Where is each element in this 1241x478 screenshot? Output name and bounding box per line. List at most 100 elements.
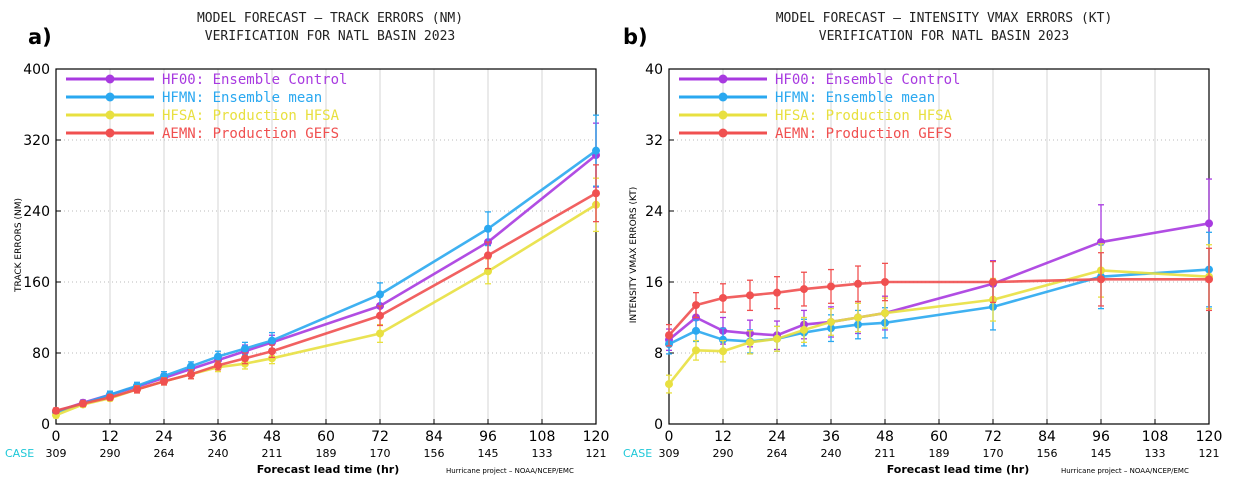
legend-swatch-marker — [718, 110, 728, 120]
case-count-label: 156 — [1037, 447, 1058, 460]
data-point — [1097, 275, 1105, 284]
legend-swatch-marker — [105, 110, 115, 120]
data-point — [800, 325, 808, 334]
y-tick-label: 24 — [645, 204, 663, 220]
data-point — [773, 334, 781, 343]
data-point — [268, 336, 276, 345]
case-count-label: 264 — [154, 447, 175, 460]
case-count-label: 121 — [1199, 447, 1220, 460]
legend-swatch-marker — [718, 74, 728, 84]
data-point — [719, 347, 727, 356]
plot-area: 0 309 12 290 24 264 36 240 48 211 60 189 72 170 84 156 9… — [23, 62, 609, 460]
case-count-label: 170 — [370, 447, 391, 460]
x-tick-label: 36 — [822, 429, 840, 445]
data-point — [484, 267, 492, 276]
data-point — [746, 291, 754, 300]
x-tick-label: 48 — [263, 429, 281, 445]
legend: HF00: Ensemble Control HFMN: Ensemble mea… — [66, 72, 347, 142]
legend-label: HFSA: Production HFSA — [162, 108, 340, 124]
case-count-label: 211 — [262, 447, 283, 460]
data-point — [268, 347, 276, 356]
data-point — [1205, 219, 1213, 228]
credit-text: Hurricane project – NOAA/NCEP/EMC — [1061, 467, 1189, 475]
y-tick-label: 240 — [23, 204, 50, 220]
y-tick-label: 0 — [41, 417, 50, 433]
data-point — [1205, 275, 1213, 284]
x-tick-label: 60 — [317, 429, 335, 445]
x-tick-label: 84 — [1038, 429, 1056, 445]
y-tick-label: 400 — [23, 62, 50, 78]
x-tick-label: 72 — [371, 429, 389, 445]
case-count-label: 264 — [767, 447, 788, 460]
series-line — [55, 192, 597, 412]
panel-letter: a) — [28, 25, 52, 49]
legend-label: HFMN: Ensemble mean — [775, 90, 935, 106]
y-tick-label: 0 — [654, 417, 663, 433]
data-point — [692, 326, 700, 335]
data-point — [268, 354, 276, 363]
series-line — [55, 149, 597, 414]
data-point — [881, 309, 889, 318]
y-tick-label: 80 — [32, 346, 50, 362]
legend-swatch-marker — [105, 92, 115, 102]
data-point — [854, 313, 862, 322]
legend-label: HF00: Ensemble Control — [162, 72, 347, 88]
case-count-label: 211 — [875, 447, 896, 460]
data-point — [989, 278, 997, 286]
data-point — [241, 354, 249, 363]
data-point — [52, 406, 60, 415]
legend-swatch-marker — [718, 128, 728, 138]
data-point — [484, 251, 492, 260]
data-point — [376, 290, 384, 299]
y-tick-label: 16 — [645, 275, 663, 291]
x-tick-label: 24 — [768, 429, 786, 445]
legend-label: HF00: Ensemble Control — [775, 72, 960, 88]
track-errors-chart: a) MODEL FORECAST – TRACK ERRORS (NM) VE… — [5, 11, 609, 476]
data-point — [214, 352, 222, 361]
data-point — [376, 329, 384, 338]
case-count-label: 189 — [316, 447, 337, 460]
y-tick-label: 8 — [654, 346, 663, 362]
series-3 — [665, 247, 1213, 347]
x-tick-label: 0 — [52, 429, 61, 445]
case-count-label: 240 — [208, 447, 229, 460]
data-point — [484, 224, 492, 233]
chart-subtitle: VERIFICATION FOR NATL BASIN 2023 — [205, 29, 455, 44]
y-axis-label: TRACK ERRORS (NM) — [14, 198, 24, 293]
x-axis-label: Forecast lead time (hr) — [257, 463, 400, 476]
x-tick-label: 24 — [155, 429, 173, 445]
case-count-label: 290 — [100, 447, 121, 460]
data-point — [827, 317, 835, 326]
legend-swatch-marker — [105, 128, 115, 138]
data-point — [187, 370, 195, 379]
legend-swatch-marker — [718, 92, 728, 102]
data-point — [746, 338, 754, 347]
data-point — [773, 288, 781, 297]
data-point — [827, 282, 835, 291]
case-label: CASE — [5, 447, 34, 460]
x-tick-label: 108 — [529, 429, 556, 445]
intensity-errors-panel: b) MODEL FORECAST – INTENSITY VMAX ERROR… — [620, 0, 1241, 478]
legend-label: HFSA: Production HFSA — [775, 108, 953, 124]
data-point — [665, 331, 673, 340]
x-tick-label: 48 — [876, 429, 894, 445]
case-count-label: 133 — [1145, 447, 1166, 460]
y-tick-label: 320 — [23, 133, 50, 149]
data-point — [665, 380, 673, 389]
data-point — [692, 346, 700, 355]
x-tick-label: 120 — [1196, 429, 1223, 445]
intensity-errors-chart: b) MODEL FORECAST – INTENSITY VMAX ERROR… — [623, 11, 1223, 476]
data-point — [133, 385, 141, 394]
data-point — [160, 377, 168, 386]
data-point — [692, 301, 700, 310]
data-point — [106, 393, 114, 402]
x-axis-label: Forecast lead time (hr) — [887, 463, 1030, 476]
x-tick-label: 12 — [101, 429, 119, 445]
track-errors-panel: a) MODEL FORECAST – TRACK ERRORS (NM) VE… — [0, 0, 620, 478]
chart-title: MODEL FORECAST – INTENSITY VMAX ERRORS (… — [776, 11, 1113, 26]
case-count-label: 309 — [659, 447, 680, 460]
data-point — [854, 279, 862, 288]
series-line — [668, 222, 1210, 341]
case-count-label: 156 — [424, 447, 445, 460]
chart-subtitle: VERIFICATION FOR NATL BASIN 2023 — [819, 29, 1069, 44]
